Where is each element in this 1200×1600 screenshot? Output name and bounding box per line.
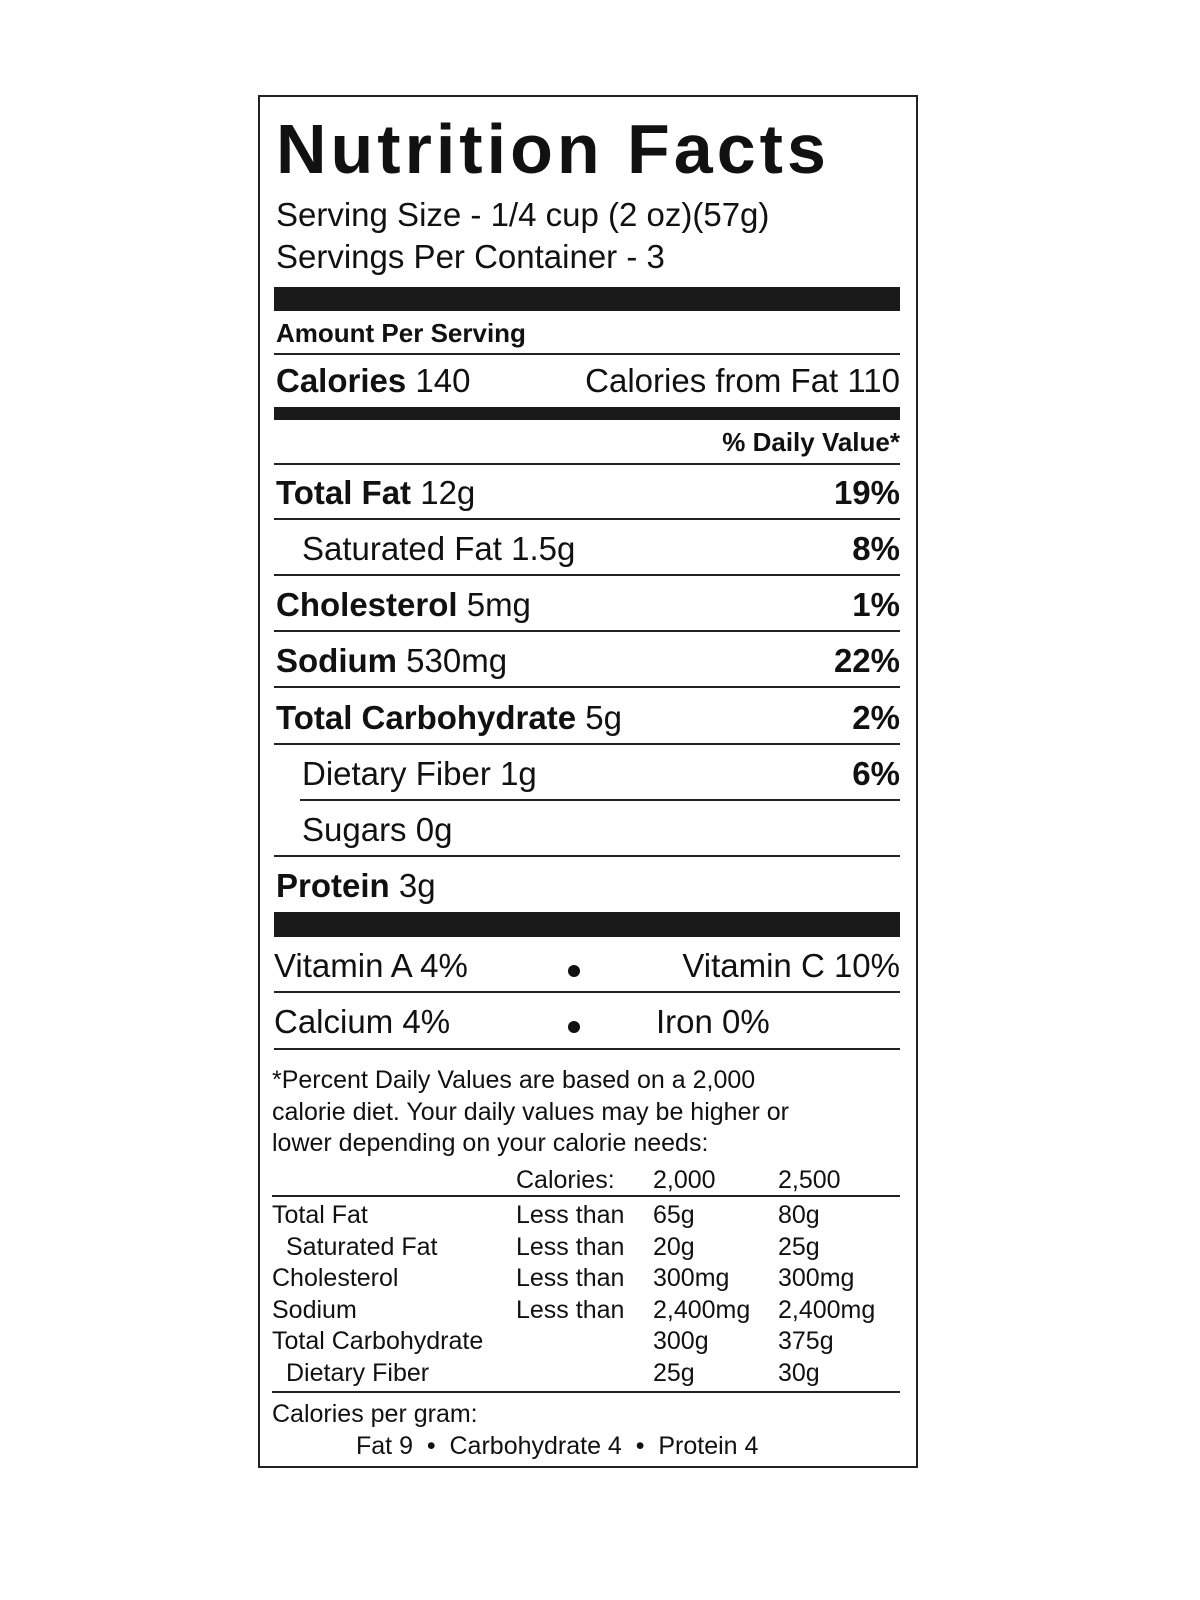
daily-value-header: % Daily Value* bbox=[722, 427, 900, 457]
amount-per-serving: Amount Per Serving bbox=[276, 318, 526, 348]
calories-value: 140 bbox=[415, 362, 471, 399]
dv-cholesterol: 1% bbox=[852, 586, 900, 623]
dv-table-header-2000: 2,000 bbox=[653, 1166, 716, 1194]
servings-per-container: Servings Per Container - 3 bbox=[276, 238, 665, 275]
nutrient-dietary-fiber: Dietary Fiber 1g bbox=[302, 755, 537, 792]
dv-saturated-fat: 8% bbox=[852, 530, 900, 567]
nutrient-protein: Protein 3g bbox=[276, 867, 436, 904]
divider bbox=[272, 1195, 900, 1197]
dv-total-carbohydrate: 2% bbox=[852, 699, 900, 736]
nutrition-label: Nutrition Facts Serving Size - 1/4 cup (… bbox=[258, 95, 918, 1468]
dv-total-fat: 19% bbox=[833, 474, 900, 511]
nutrient-total-carbohydrate: Total Carbohydrate 5g bbox=[276, 699, 622, 736]
divider bbox=[274, 463, 900, 465]
serving-size: Serving Size - 1/4 cup (2 oz)(57g) bbox=[276, 196, 770, 233]
divider bbox=[274, 743, 900, 745]
iron: Iron 0% bbox=[656, 1003, 770, 1040]
nutrient-total-fat: Total Fat 12g bbox=[276, 474, 476, 511]
calcium: Calcium 4% bbox=[274, 1003, 451, 1040]
bullet-icon bbox=[568, 965, 580, 977]
nutrient-cholesterol: Cholesterol 5mg bbox=[276, 586, 531, 623]
calories-row: Calories 140 bbox=[276, 361, 470, 401]
dv-dietary-fiber: 6% bbox=[852, 755, 900, 792]
footnote-line: *Percent Daily Values are based on a 2,0… bbox=[272, 1066, 756, 1094]
divider bbox=[274, 353, 900, 355]
divider bbox=[274, 518, 900, 520]
dv-sodium: 22% bbox=[833, 642, 900, 679]
divider bbox=[300, 799, 900, 801]
label-title: Nutrition Facts bbox=[276, 110, 830, 188]
dv-table-header-2500: 2,500 bbox=[778, 1166, 841, 1194]
vitamin-c: Vitamin C 10% bbox=[682, 947, 900, 984]
footnote-line: calorie diet. Your daily values may be h… bbox=[272, 1098, 789, 1126]
dv-table-header-calories: Calories: bbox=[516, 1166, 615, 1194]
calories-label: Calories bbox=[276, 362, 407, 399]
footnote-line: lower depending on your calorie needs: bbox=[272, 1129, 709, 1157]
thick-divider bbox=[274, 912, 900, 937]
vitamin-a: Vitamin A 4% bbox=[274, 947, 468, 984]
calories-per-gram-label: Calories per gram: bbox=[272, 1400, 478, 1428]
divider bbox=[274, 991, 900, 993]
divider bbox=[274, 1048, 900, 1050]
thick-divider bbox=[274, 287, 900, 311]
divider bbox=[272, 1391, 900, 1393]
bullet-icon bbox=[568, 1021, 580, 1033]
calories-from-fat: Calories from Fat 110 bbox=[585, 362, 900, 399]
divider bbox=[274, 630, 900, 632]
nutrient-sodium: Sodium 530mg bbox=[276, 642, 508, 679]
divider bbox=[274, 686, 900, 688]
nutrient-sugars: Sugars 0g bbox=[302, 811, 453, 848]
calories-per-gram-values: Fat 9 • Carbohydrate 4 • Protein 4 bbox=[356, 1432, 759, 1460]
nutrient-saturated-fat: Saturated Fat 1.5g bbox=[302, 530, 576, 567]
divider bbox=[274, 574, 900, 576]
medium-divider bbox=[274, 407, 900, 420]
divider bbox=[274, 855, 900, 857]
